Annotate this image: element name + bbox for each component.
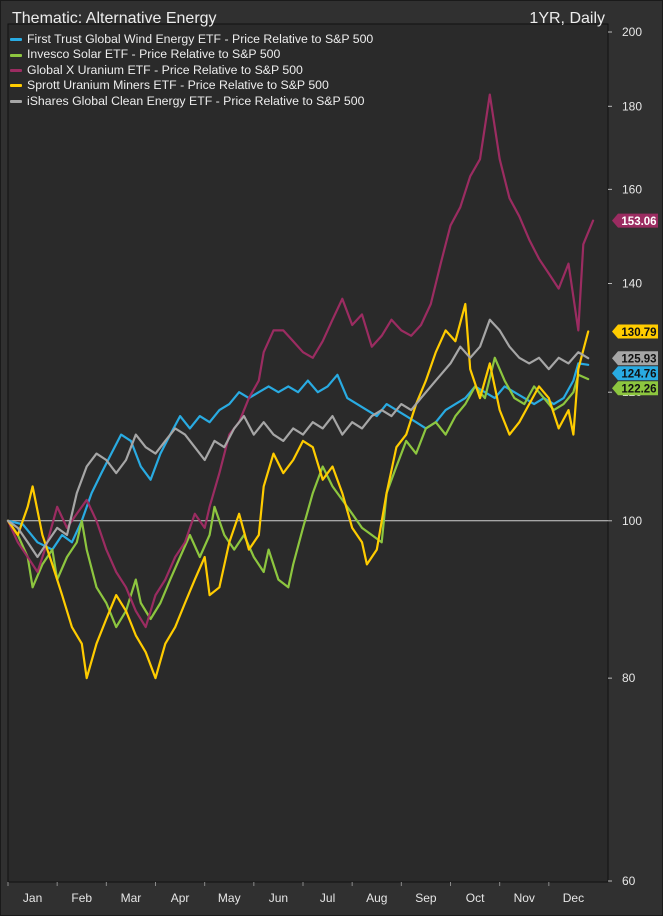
value-tag-label-uranium-miners: 130.79 xyxy=(621,327,656,339)
plot-area xyxy=(7,23,609,883)
x-tick-label-may: May xyxy=(218,891,241,905)
x-tick-label-aug: Aug xyxy=(366,891,387,905)
x-tick-label-dec: Dec xyxy=(563,891,584,905)
series-line-uranium xyxy=(6,93,595,629)
legend-swatch-uranium xyxy=(10,69,22,73)
series-line-solar xyxy=(6,356,590,629)
y-tick-label-60: 60 xyxy=(622,874,636,888)
legend-item-wind[interactable]: First Trust Global Wind Energy ETF - Pri… xyxy=(10,32,373,47)
value-tag-label-solar: 122.26 xyxy=(621,384,656,396)
x-tick-label-oct: Oct xyxy=(466,891,485,905)
series-line-clean-energy xyxy=(6,318,590,559)
value-tag-uranium-miners xyxy=(612,324,658,339)
value-tag-label-clean-energy: 125.93 xyxy=(621,354,656,366)
x-tick-label-mar: Mar xyxy=(121,891,142,905)
y-tick-label-180: 180 xyxy=(622,99,642,113)
x-tick-label-nov: Nov xyxy=(514,891,535,905)
legend-label-solar: Invesco Solar ETF - Price Relative to S&… xyxy=(27,47,281,62)
y-tick-label-140: 140 xyxy=(622,277,642,291)
legend-item-uranium-miners[interactable]: Sprott Uranium Miners ETF - Price Relati… xyxy=(10,78,373,93)
legend-label-uranium-miners: Sprott Uranium Miners ETF - Price Relati… xyxy=(27,78,329,93)
legend-label-clean-energy: iShares Global Clean Energy ETF - Price … xyxy=(27,93,365,108)
value-tag-label-uranium: 153.06 xyxy=(621,216,656,228)
chart-title: Thematic: Alternative Energy xyxy=(12,10,217,27)
y-tick-label-80: 80 xyxy=(622,671,636,685)
x-tick-label-feb: Feb xyxy=(71,891,92,905)
period-label: 1YR, Daily xyxy=(529,10,605,27)
value-tag-uranium xyxy=(612,213,658,228)
x-tick-label-jan: Jan xyxy=(23,891,42,905)
y-tick-label-100: 100 xyxy=(622,514,642,528)
value-tag-clean-energy xyxy=(612,351,658,366)
series-line-wind xyxy=(6,362,590,551)
y-tick-label-160: 160 xyxy=(622,182,642,196)
legend-swatch-uranium-miners xyxy=(10,84,22,88)
legend-item-solar[interactable]: Invesco Solar ETF - Price Relative to S&… xyxy=(10,47,373,62)
legend-swatch-solar xyxy=(10,53,22,57)
legend: First Trust Global Wind Energy ETF - Pri… xyxy=(10,32,373,109)
legend-label-uranium: Global X Uranium ETF - Price Relative to… xyxy=(27,62,303,77)
legend-swatch-clean-energy xyxy=(10,99,22,103)
x-tick-label-apr: Apr xyxy=(171,891,190,905)
series-line-uranium-miners xyxy=(6,302,590,680)
value-tag-wind xyxy=(612,366,658,381)
value-tag-solar xyxy=(612,381,658,396)
x-tick-label-jun: Jun xyxy=(269,891,288,905)
legend-item-clean-energy[interactable]: iShares Global Clean Energy ETF - Price … xyxy=(10,94,373,109)
legend-swatch-wind xyxy=(10,38,22,42)
value-tag-label-wind: 124.76 xyxy=(621,369,656,381)
x-tick-label-sep: Sep xyxy=(415,891,437,905)
legend-item-uranium[interactable]: Global X Uranium ETF - Price Relative to… xyxy=(10,63,373,78)
y-tick-label-200: 200 xyxy=(622,25,642,39)
legend-label-wind: First Trust Global Wind Energy ETF - Pri… xyxy=(27,32,374,46)
x-tick-label-jul: Jul xyxy=(320,891,335,905)
